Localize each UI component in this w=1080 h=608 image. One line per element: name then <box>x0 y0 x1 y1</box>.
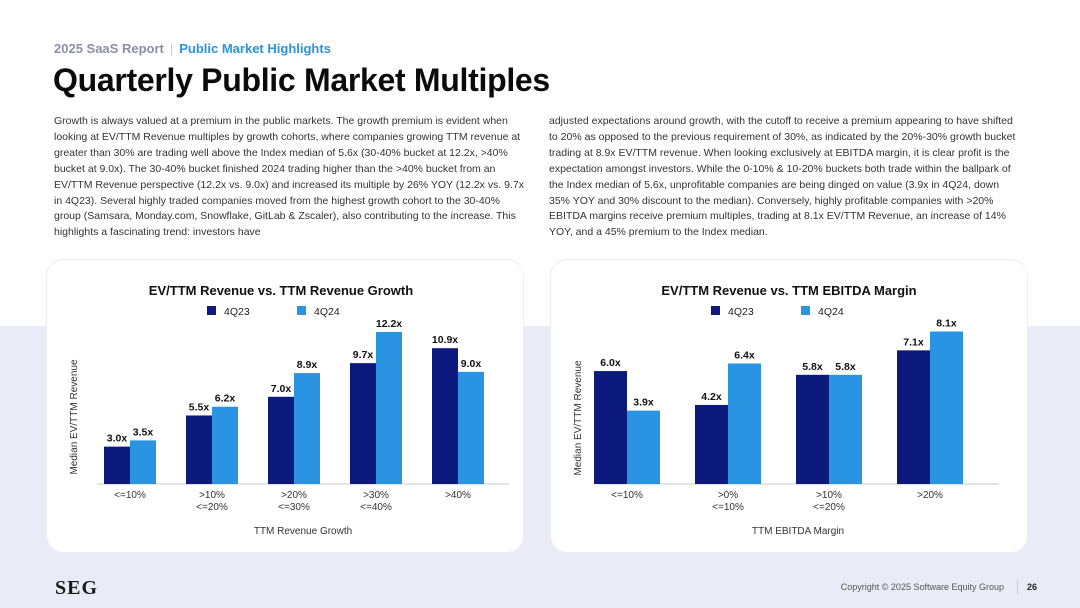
bar-4q24-2 <box>829 374 862 484</box>
bar-4q23-1 <box>186 415 212 484</box>
y-axis-title: Median EV/TTM Revenue <box>69 359 80 474</box>
bar-4q23-4 <box>432 348 458 484</box>
bar-4q24-2 <box>294 373 320 484</box>
report-breadcrumb: 2025 SaaS Report | Public Market Highlight… <box>54 41 331 56</box>
data-label-4q24-0: 3.9x <box>633 397 654 409</box>
bar-4q23-2 <box>268 396 294 484</box>
bar-4q23-0 <box>594 371 627 484</box>
data-label-4q23-4: 10.9x <box>432 334 458 346</box>
data-label-4q23-0: 6.0x <box>600 357 621 369</box>
footer-divider <box>1017 580 1018 594</box>
bar-4q24-0 <box>130 440 156 484</box>
bar-4q24-3 <box>376 331 402 484</box>
bar-4q24-1 <box>728 363 761 484</box>
data-label-4q24-4: 9.0x <box>461 358 482 370</box>
bar-4q24-4 <box>458 371 484 484</box>
data-label-4q23-2: 5.8x <box>802 361 823 373</box>
chart-title: EV/TTM Revenue vs. TTM EBITDA Margin <box>661 283 916 298</box>
data-label-4q23-1: 4.2x <box>701 391 722 403</box>
x-tick-label-1-1: <=20% <box>196 502 228 513</box>
report-name: 2025 SaaS Report <box>54 41 164 56</box>
chart-revenue-growth: EV/TTM Revenue vs. TTM Revenue Growth 4Q2… <box>69 283 509 537</box>
x-tick-label-2-1: <=20% <box>813 502 845 513</box>
x-tick-label-3-1: <=40% <box>360 502 392 513</box>
data-label-4q24-0: 3.5x <box>133 426 154 438</box>
data-label-4q24-1: 6.2x <box>215 393 236 405</box>
chart-card-ebitda-margin: EV/TTM Revenue vs. TTM EBITDA Margin 4Q23… <box>551 260 1027 552</box>
bar-4q23-3 <box>897 350 930 484</box>
bar-4q23-3 <box>350 363 376 484</box>
data-label-4q23-3: 9.7x <box>353 349 374 361</box>
bar-4q24-3 <box>930 331 963 484</box>
x-tick-label-2-0: >10% <box>816 490 842 501</box>
company-logo: SEG <box>55 577 99 599</box>
data-label-4q23-1: 5.5x <box>189 401 210 413</box>
x-tick-label-0-0: <=10% <box>114 490 146 501</box>
x-tick-label-3-0: >30% <box>363 490 389 501</box>
bar-4q23-0 <box>104 446 130 484</box>
data-label-4q23-2: 7.0x <box>271 383 292 395</box>
legend-label-4q24: 4Q24 <box>818 306 844 318</box>
x-tick-label-2-1: <=30% <box>278 502 310 513</box>
x-axis-title: TTM Revenue Growth <box>254 526 352 537</box>
x-tick-label-1-0: >10% <box>199 490 225 501</box>
x-tick-label-3-0: >20% <box>917 490 943 501</box>
legend-swatch-4q23 <box>711 306 720 315</box>
chart-card-revenue-growth: EV/TTM Revenue vs. TTM Revenue Growth 4Q2… <box>47 260 523 552</box>
x-tick-label-4-0: >40% <box>445 490 471 501</box>
page-number: 26 <box>1027 582 1038 592</box>
data-label-4q24-3: 12.2x <box>376 318 402 330</box>
body-paragraph-left: Growth is always valued at a premium in … <box>54 115 524 239</box>
copyright-text: Copyright © 2025 Software Equity Group <box>840 582 1004 592</box>
bar-4q24-0 <box>627 410 660 484</box>
data-label-4q24-3: 8.1x <box>936 318 957 330</box>
x-tick-label-0-0: <=10% <box>611 490 643 501</box>
x-tick-label-1-0: >0% <box>718 490 738 501</box>
x-tick-label-2-0: >20% <box>281 490 307 501</box>
x-axis-title: TTM EBITDA Margin <box>752 526 844 537</box>
legend-swatch-4q24 <box>297 306 306 315</box>
chart-ebitda-margin: EV/TTM Revenue vs. TTM EBITDA Margin 4Q23… <box>573 283 999 537</box>
x-tick-label-1-1: <=10% <box>712 502 744 513</box>
legend-swatch-4q23 <box>207 306 216 315</box>
legend-label-4q23: 4Q23 <box>728 306 754 318</box>
legend-label-4q24: 4Q24 <box>314 306 340 318</box>
data-label-4q24-2: 8.9x <box>297 359 318 371</box>
legend-swatch-4q24 <box>801 306 810 315</box>
bar-4q24-1 <box>212 406 238 484</box>
data-label-4q23-0: 3.0x <box>107 433 128 445</box>
legend-label-4q23: 4Q23 <box>224 306 250 318</box>
data-label-4q23-3: 7.1x <box>903 336 924 348</box>
bar-4q23-2 <box>796 374 829 484</box>
y-axis-title: Median EV/TTM Revenue <box>573 360 584 475</box>
page-title: Quarterly Public Market Multiples <box>53 62 550 98</box>
body-paragraph-right: adjusted expectations around growth, wit… <box>549 115 1016 239</box>
data-label-4q24-2: 5.8x <box>835 361 856 373</box>
data-label-4q24-1: 6.4x <box>734 350 755 362</box>
chart-title: EV/TTM Revenue vs. TTM Revenue Growth <box>149 283 413 298</box>
section-name: Public Market Highlights <box>179 41 331 56</box>
bar-4q23-1 <box>695 404 728 484</box>
breadcrumb-separator: | <box>169 41 174 56</box>
